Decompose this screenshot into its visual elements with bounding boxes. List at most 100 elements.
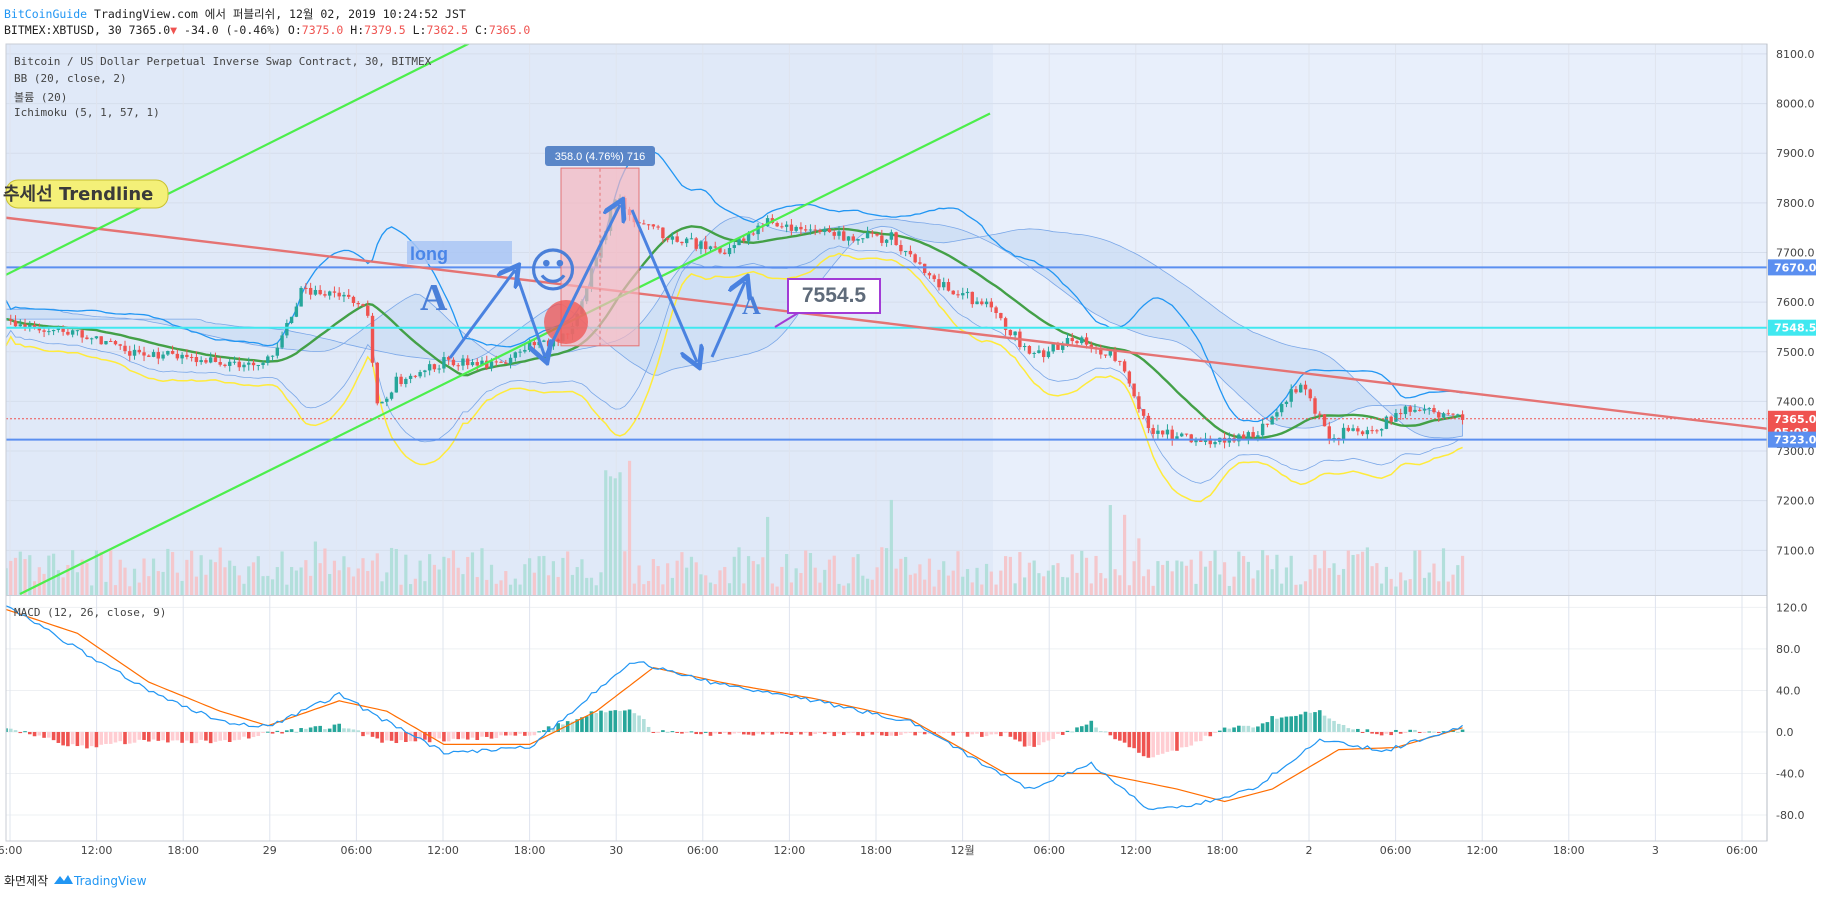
volume-bar [1189, 559, 1193, 595]
volume-bar [575, 567, 579, 595]
time-axis[interactable]: 6:00 12:00 18:00 29 06:00 12:00 18:00 30 06:00 12… [0, 844, 1758, 857]
header-line-2: BITMEX:XBTUSD, 30 7365.0▼ -34.0 (-0.46%)… [4, 23, 530, 37]
footer-brand[interactable]: TradingView [74, 874, 147, 888]
volume-bar [870, 579, 874, 595]
candle-body [213, 357, 218, 363]
volume-bar [1446, 581, 1450, 595]
macd-histogram-bar [1179, 731, 1184, 748]
macd-histogram-bar [166, 731, 170, 743]
macd-histogram-bar [1237, 725, 1241, 732]
open-value: 7375.0 [301, 23, 344, 37]
candle-body [223, 364, 227, 366]
volume-bar [1151, 585, 1155, 595]
macd-histogram-bar [570, 721, 575, 732]
volume-bar [142, 558, 146, 595]
legend-bb[interactable]: BB (20, close, 2) [14, 72, 127, 85]
volume-bar [613, 478, 617, 595]
candle-body [80, 330, 84, 338]
price-label: 7323.0 [1774, 434, 1817, 447]
candle-body [1303, 384, 1308, 390]
macd-histogram-bar [142, 731, 146, 740]
volume-bar [1451, 574, 1455, 595]
volume-bar [842, 585, 846, 595]
volume-bar [632, 583, 636, 595]
legend-volume[interactable]: 볼륨 (20) [14, 91, 68, 104]
candle-body [518, 351, 522, 353]
candle-body [1313, 398, 1317, 414]
macd-histogram-bar [822, 731, 827, 735]
volume-bar [223, 567, 227, 595]
candle-body [75, 330, 80, 332]
macd-histogram-bar [1189, 731, 1194, 746]
legend-ichimoku[interactable]: Ichimoku (5, 1, 57, 1) [14, 106, 160, 119]
candle-body [1356, 428, 1360, 432]
macd-histogram-bar [1341, 724, 1346, 732]
candle-body [166, 350, 170, 355]
macd-histogram-bar [827, 731, 832, 733]
macd-histogram-bar [151, 731, 156, 740]
volume-bar [723, 566, 727, 595]
volume-bar [123, 567, 127, 595]
candle-body [832, 232, 836, 236]
macd-histogram-bar [832, 731, 837, 737]
volume-bar [151, 558, 156, 595]
candle-body [961, 293, 965, 296]
volume-bar [1099, 573, 1103, 595]
macd-histogram-bar [603, 712, 608, 732]
candle-body [1294, 389, 1298, 393]
volume-bar [42, 573, 46, 595]
volume-bar [213, 562, 218, 595]
candle-body [308, 287, 313, 295]
macd-tick-label: -80.0 [1776, 809, 1804, 822]
candle-body [684, 238, 689, 244]
candle-body [1132, 383, 1136, 397]
candle-body [965, 291, 970, 294]
time-tick-label: 6:00 [0, 844, 22, 857]
macd-histogram-bar [451, 731, 456, 739]
time-tick-label: 2 [1306, 844, 1313, 857]
candle-body [270, 355, 275, 357]
volume-bar [1232, 576, 1236, 595]
macd-histogram-bar [28, 731, 32, 735]
macd-histogram-bar [1003, 731, 1008, 734]
candle-body [675, 236, 679, 242]
candle-body [704, 241, 708, 250]
macd-histogram-bar [1456, 731, 1460, 733]
macd-histogram-bar [432, 731, 437, 739]
time-tick-label: 12:00 [774, 844, 806, 857]
candle-body [1184, 433, 1189, 435]
author-name[interactable]: BitCoinGuide [4, 7, 88, 21]
macd-histogram-bar [85, 731, 89, 749]
candle-body [1365, 430, 1370, 435]
volume-bar [1318, 568, 1322, 595]
wave-label-a-small: A [742, 291, 761, 320]
macd-tick-label: 120.0 [1776, 601, 1808, 614]
volume-bar [1218, 574, 1222, 595]
macd-histogram-bar [1241, 725, 1246, 732]
candle-body [1327, 426, 1331, 440]
macd-axis[interactable]: 120.0 80.0 40.0 0.0 -40.0 -80.0 [1776, 601, 1808, 822]
macd-histogram-bar [856, 731, 860, 736]
macd-histogram-bar [889, 731, 894, 736]
wave-arrow [448, 270, 515, 359]
macd-histogram-bar [246, 731, 251, 739]
volume-bar [1175, 560, 1179, 595]
macd-histogram-bar [375, 731, 380, 739]
volume-bar [1332, 563, 1336, 595]
macd-histogram-bar [18, 731, 23, 734]
macd-histogram-bar [1018, 731, 1022, 742]
macd-histogram-bar [161, 731, 165, 741]
candle-body [899, 244, 903, 252]
candle-body [1022, 345, 1027, 348]
legend-macd[interactable]: MACD (12, 26, close, 9) [14, 606, 167, 619]
price-label: 7365.0 [1774, 413, 1817, 426]
price-axis[interactable]: 8100.0 8000.0 7900.0 7800.0 7700.0 7600.0 7500… [1766, 44, 1817, 841]
volume-bar [965, 569, 970, 595]
time-tick-label: 12:00 [427, 844, 459, 857]
macd-histogram-bar [946, 731, 951, 733]
volume-bar [1251, 578, 1255, 595]
macd-histogram-bar [75, 731, 80, 747]
candle-body [523, 349, 527, 352]
macd-histogram-bar [594, 713, 599, 732]
